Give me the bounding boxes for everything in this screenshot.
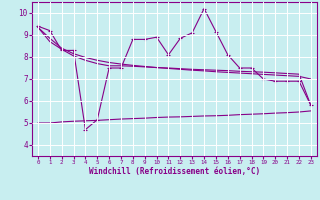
X-axis label: Windchill (Refroidissement éolien,°C): Windchill (Refroidissement éolien,°C)	[89, 167, 260, 176]
